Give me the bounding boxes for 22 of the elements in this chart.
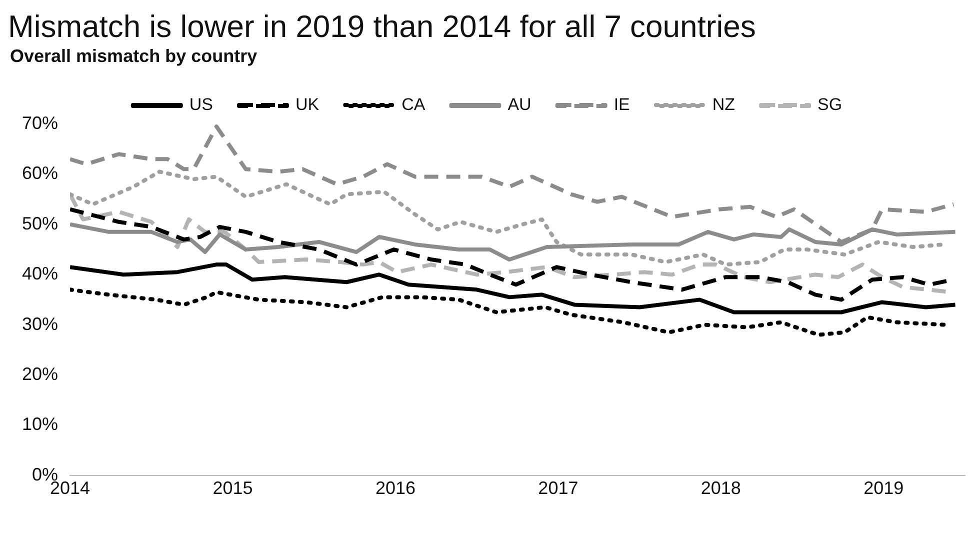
legend-label: CA: [402, 95, 426, 114]
line-series: [70, 288, 948, 337]
y-tick-label: 70%: [22, 112, 58, 133]
y-tick-label: 30%: [22, 314, 58, 334]
y-tick-label: 60%: [22, 163, 58, 184]
x-tick-label: 2016: [375, 478, 416, 498]
y-tick-label: 20%: [22, 364, 58, 384]
legend-label: US: [189, 95, 213, 114]
legend-label: NZ: [712, 95, 736, 114]
x-tick-label: 2017: [538, 478, 578, 498]
legend-label: UK: [295, 95, 320, 114]
x-tick-label: 2019: [864, 478, 904, 498]
chart-subtitle: Overall mismatch by country: [10, 46, 258, 67]
x-tick-label: 2015: [212, 478, 253, 498]
x-tick-label: 2018: [700, 478, 741, 498]
chart-title: Mismatch is lower in 2019 than 2014 for all 7 countries: [8, 9, 757, 44]
y-tick-label: 50%: [22, 213, 58, 234]
legend-label: AU: [508, 95, 532, 114]
y-tick-label: 40%: [22, 264, 58, 284]
legend-label: SG: [818, 95, 842, 114]
legend-label: IE: [614, 95, 630, 114]
y-tick-label: 10%: [22, 414, 58, 434]
